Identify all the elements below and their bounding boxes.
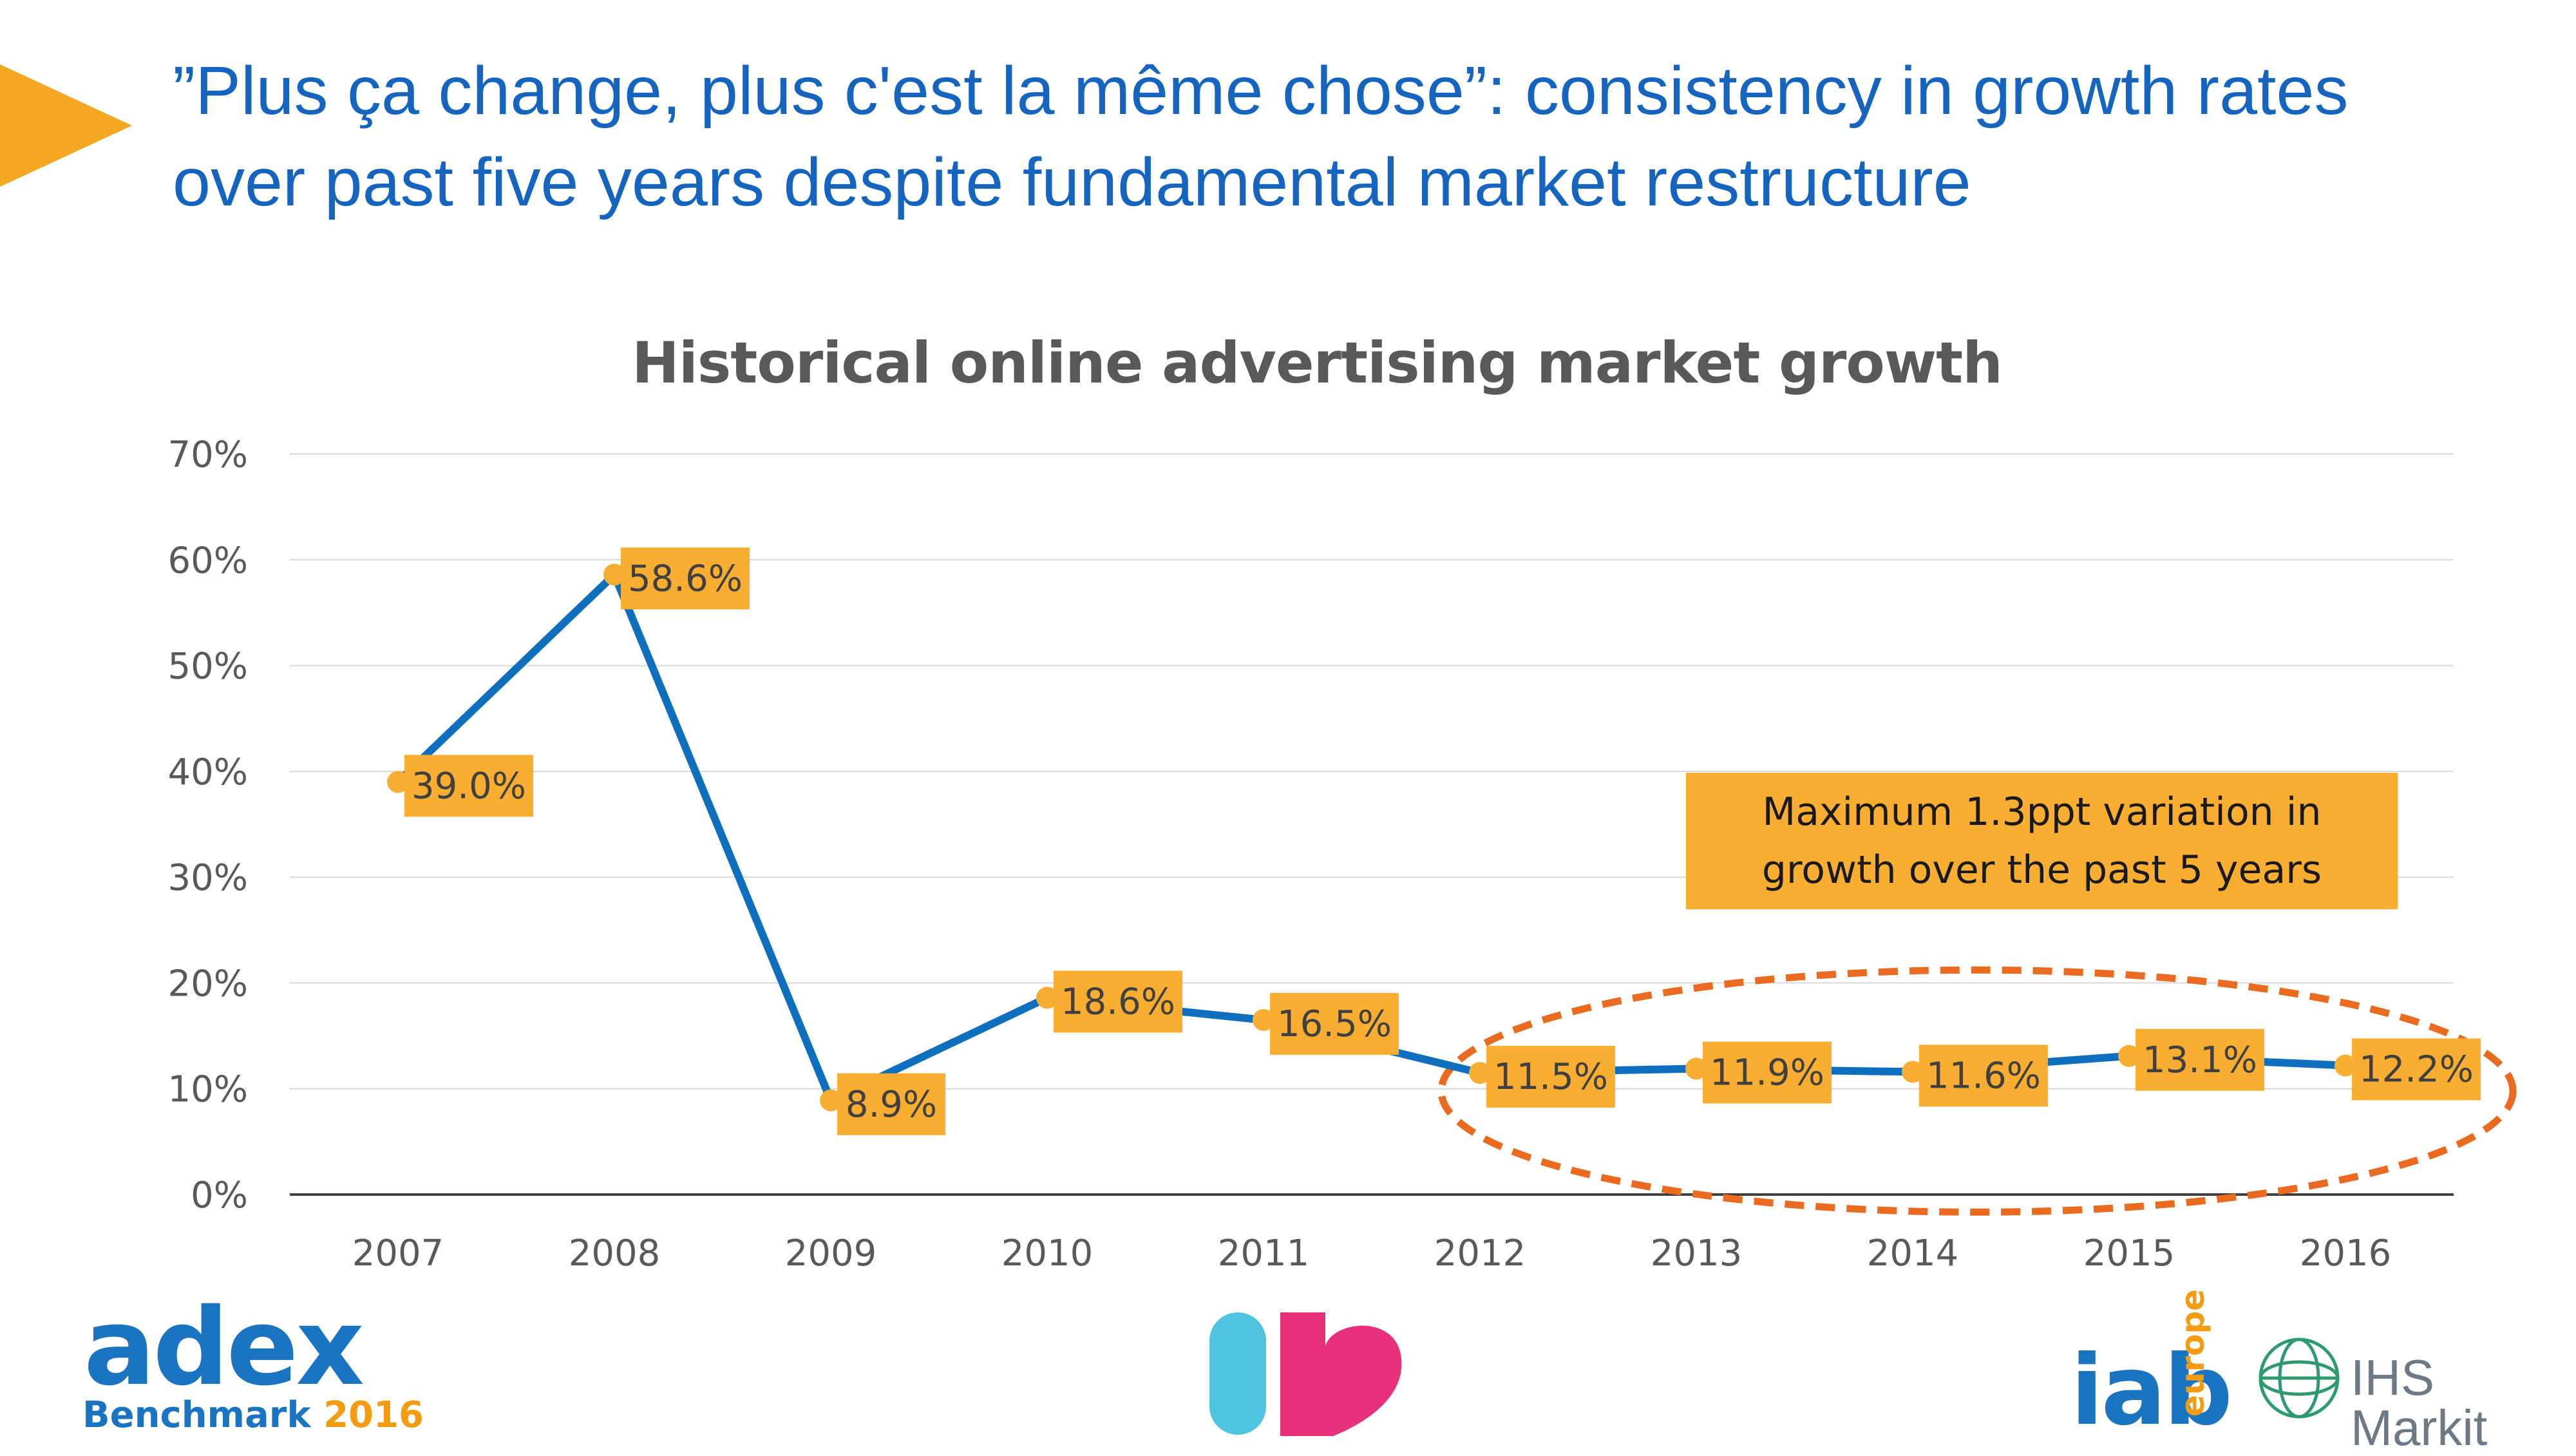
variation-callout: Maximum 1.3ppt variation in growth over … bbox=[1686, 773, 2398, 909]
y-tick-label: 20% bbox=[168, 963, 248, 1005]
y-tick-label: 0% bbox=[191, 1175, 248, 1216]
data-label: 12.2% bbox=[2359, 1049, 2474, 1091]
adex-year-text: 2016 bbox=[323, 1394, 424, 1436]
data-label: 39.0% bbox=[412, 765, 526, 807]
page-title-line-2: over past five years despite fundamental… bbox=[173, 144, 1971, 220]
y-tick-label: 30% bbox=[168, 857, 248, 899]
x-tick-label: 2015 bbox=[2083, 1233, 2175, 1274]
play-arrow-icon bbox=[0, 64, 132, 187]
callout-line-1: Maximum 1.3ppt variation in bbox=[1762, 789, 2322, 835]
data-markers bbox=[387, 563, 2356, 1111]
y-tick-label: 10% bbox=[168, 1069, 248, 1111]
page-title: ”Plus ça change, plus c'est la même chos… bbox=[173, 45, 2491, 228]
data-label-box bbox=[2352, 1038, 2481, 1101]
y-axis-ticks: 0% 10% 20% 30% 40% 50% 60% 70% bbox=[168, 434, 248, 1216]
data-point bbox=[820, 1089, 842, 1111]
heart-logo-shape bbox=[1280, 1312, 1402, 1436]
data-label-box bbox=[2136, 1028, 2264, 1091]
x-axis-ticks: 2007 2008 2009 2010 2011 2012 2013 2014 2015 2016 bbox=[352, 1233, 2392, 1274]
x-tick-label: 2013 bbox=[1651, 1233, 1743, 1274]
page-title-line-1: ”Plus ça change, plus c'est la même chos… bbox=[173, 53, 2349, 129]
data-label: 58.6% bbox=[628, 558, 743, 600]
data-label-box bbox=[837, 1073, 945, 1135]
ihs-markit-logo: IHS Markit bbox=[2351, 1349, 2488, 1456]
data-point bbox=[1685, 1057, 1707, 1080]
x-tick-label: 2008 bbox=[569, 1233, 661, 1274]
data-label: 18.6% bbox=[1061, 981, 1175, 1023]
adex-logo: adex bbox=[84, 1285, 365, 1409]
data-label: 13.1% bbox=[2143, 1039, 2257, 1081]
y-tick-label: 70% bbox=[168, 434, 248, 476]
data-label: 11.9% bbox=[1710, 1052, 1824, 1094]
data-point bbox=[2118, 1045, 2140, 1067]
y-tick-label: 50% bbox=[168, 646, 248, 688]
adex-benchmark-logo: Benchmark 2016 bbox=[82, 1397, 424, 1433]
x-tick-label: 2016 bbox=[2300, 1233, 2392, 1274]
y-tick-label: 40% bbox=[168, 752, 248, 793]
data-label-box bbox=[404, 755, 533, 817]
x-tick-label: 2007 bbox=[352, 1233, 444, 1274]
data-point bbox=[387, 771, 409, 793]
iab-logo: iab bbox=[2070, 1335, 2233, 1447]
x-tick-label: 2010 bbox=[1001, 1233, 1094, 1274]
callout-line-2: growth over the past 5 years bbox=[1761, 847, 2322, 893]
data-label-box bbox=[1486, 1046, 1615, 1108]
data-label: 11.5% bbox=[1493, 1056, 1608, 1098]
data-label-box bbox=[1270, 992, 1399, 1055]
adex-benchmark-text: Benchmark bbox=[82, 1394, 311, 1436]
data-label: 8.9% bbox=[846, 1084, 937, 1126]
x-tick-label: 2014 bbox=[1867, 1233, 1959, 1274]
highlight-ellipse bbox=[1437, 966, 2517, 1216]
ihs-markit-globe-icon bbox=[2259, 1338, 2340, 1419]
data-point bbox=[1253, 1008, 1274, 1031]
highlight-ellipse-layer bbox=[1437, 966, 2517, 1216]
heart-logo-icon bbox=[1209, 1312, 1402, 1436]
x-tick-label: 2012 bbox=[1434, 1233, 1526, 1274]
heart-logo-bar bbox=[1209, 1312, 1266, 1435]
data-label-box bbox=[1054, 970, 1182, 1033]
x-tick-label: 2009 bbox=[785, 1233, 877, 1274]
x-tick-label: 2011 bbox=[1218, 1233, 1310, 1274]
data-labels: 39.0% 58.6% 8.9% 18.6% 16.5% 11.5% 11.9% 11.6% 1… bbox=[404, 547, 2481, 1135]
data-label-box bbox=[621, 547, 750, 610]
data-point bbox=[603, 563, 625, 586]
data-label: 11.6% bbox=[1926, 1055, 2041, 1097]
data-point bbox=[2334, 1054, 2356, 1077]
data-label-box bbox=[1703, 1041, 1832, 1104]
data-label-box bbox=[1919, 1045, 2048, 1107]
data-point bbox=[1469, 1062, 1491, 1084]
y-tick-label: 60% bbox=[168, 540, 248, 581]
data-label: 16.5% bbox=[1277, 1003, 1392, 1045]
data-point bbox=[1902, 1061, 1924, 1083]
data-point bbox=[1036, 987, 1058, 1009]
iab-europe-text: europe bbox=[2174, 1289, 2211, 1417]
chart-title: Historical online advertising market gro… bbox=[632, 330, 2003, 396]
